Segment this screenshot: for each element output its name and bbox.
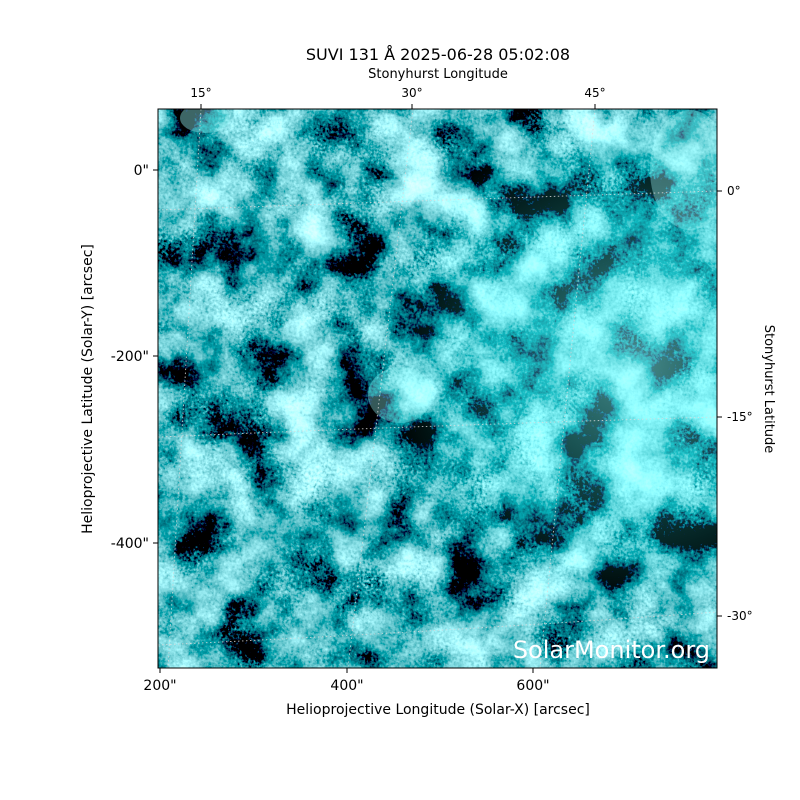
top-tick-label: 15° — [190, 86, 211, 100]
bottom-tick-label: 600" — [516, 678, 549, 694]
top-tick-label: 30° — [401, 86, 422, 100]
title: SUVI 131 Å 2025-06-28 05:02:08 — [306, 45, 570, 64]
solar-image — [158, 109, 717, 668]
right-tick-label: 0° — [727, 184, 741, 198]
left-tick-label: 0" — [134, 163, 149, 179]
left-tick-label: -400" — [111, 536, 149, 552]
bottom-axis-label: Helioprojective Longitude (Solar-X) [arc… — [286, 702, 590, 718]
left-tick-label: -200" — [111, 349, 149, 365]
top-tick-label: 45° — [584, 86, 605, 100]
left-axis-label: Helioprojective Latitude (Solar-Y) [arcs… — [80, 244, 96, 534]
right-axis-label: Stonyhurst Latitude — [761, 325, 776, 454]
ticks: 200" 400" 600" 0" -200" -400" 15° 30° 45° 0° -15° -… — [111, 86, 753, 694]
bottom-tick-label: 400" — [330, 678, 363, 694]
watermark: SolarMonitor.org — [513, 636, 710, 664]
plot-frame — [157, 108, 718, 669]
bottom-tick-label: 200" — [143, 678, 176, 694]
right-tick-label: -15° — [727, 410, 753, 424]
right-tick-label: -30° — [727, 609, 753, 623]
top-axis-label: Stonyhurst Longitude — [368, 67, 508, 82]
coordinate-grid — [158, 109, 717, 668]
